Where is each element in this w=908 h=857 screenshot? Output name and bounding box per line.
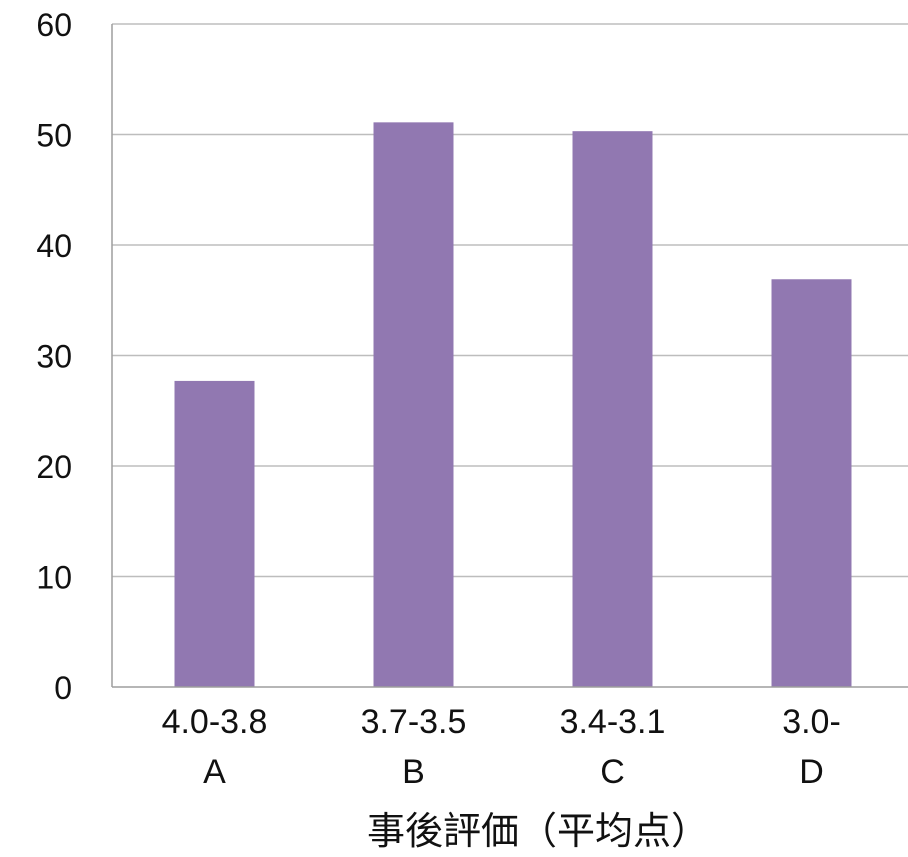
x-tick-label-grade: A (203, 753, 226, 791)
bar-A (174, 380, 255, 687)
y-tick-label: 0 (54, 670, 72, 706)
x-tick-label-grade: C (600, 753, 625, 791)
x-tick-label-range: 3.0- (782, 703, 841, 741)
x-tick-label-range: 4.0-3.8 (162, 703, 268, 741)
x-tick-label-range: 3.7-3.5 (361, 703, 467, 741)
x-axis-category-labels: 4.0-3.8 A 3.7-3.5 B 3.4-3.1 C 3.0- D (162, 703, 841, 791)
y-axis-tick-labels: 0 10 20 30 40 50 60 (36, 7, 72, 706)
y-tick-label: 20 (36, 449, 72, 485)
y-tick-label: 30 (36, 339, 72, 375)
x-tick-label-range: 3.4-3.1 (560, 703, 666, 741)
y-tick-label: 60 (36, 7, 72, 43)
bar-C (572, 131, 653, 687)
y-tick-label: 10 (36, 560, 72, 596)
x-tick-label-grade: D (799, 753, 824, 791)
y-tick-label: 40 (36, 228, 72, 264)
x-tick-label-grade: B (402, 753, 425, 791)
bars (174, 122, 852, 688)
x-axis-title: 事後評価（平均点） (367, 809, 709, 853)
bar-D (771, 279, 852, 687)
y-tick-label: 50 (36, 118, 72, 154)
bar-B (373, 122, 454, 688)
